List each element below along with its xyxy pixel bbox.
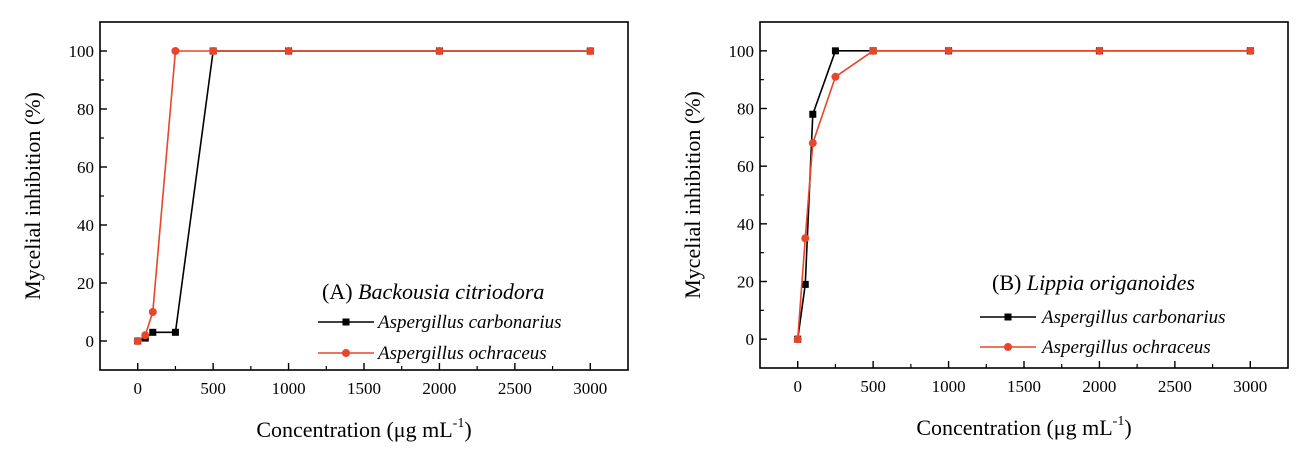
data-point-ochraceus <box>1246 46 1255 55</box>
x-tick-label: 2500 <box>1158 377 1192 396</box>
data-point-carbonarius <box>809 110 817 118</box>
y-tick-label: 40 <box>77 216 94 235</box>
x-tick-label: 2500 <box>498 379 532 398</box>
data-point-ochraceus <box>586 47 595 55</box>
x-tick-label: 0 <box>133 379 142 398</box>
x-tick-label: 1000 <box>272 379 306 398</box>
panel-title: (A) Backousia citriodora <box>322 279 544 304</box>
series-line-carbonarius <box>796 50 1251 340</box>
data-point-carbonarius <box>171 328 179 336</box>
x-axis-title-end: ) <box>464 417 471 442</box>
y-tick-label: 100 <box>69 42 95 61</box>
x-tick-label: 1000 <box>932 377 966 396</box>
x-axis-title-sup: -1 <box>453 416 465 431</box>
y-tick-label: 100 <box>729 42 755 61</box>
data-point-ochraceus <box>209 47 218 55</box>
panel-title: (B) Lippia origanoides <box>992 270 1195 295</box>
data-point-ochraceus <box>793 335 802 344</box>
series-line-ochraceus <box>137 50 591 342</box>
x-tick-label: 1500 <box>1007 377 1041 396</box>
legend-label: Aspergillus ochraceus <box>1040 337 1211 358</box>
x-tick-label: 2000 <box>422 379 456 398</box>
y-tick-label: 20 <box>77 274 94 293</box>
y-axis-title: Mycelial inhibition (%) <box>680 91 705 299</box>
legend-marker-square <box>1004 313 1012 321</box>
data-point-ochraceus <box>435 47 444 55</box>
x-tick-label: 3000 <box>1233 377 1267 396</box>
data-point-ochraceus <box>808 139 817 148</box>
data-point-ochraceus <box>133 337 142 345</box>
panel-species: Lippia origanoides <box>1026 270 1195 295</box>
chart-panel-b: 0 500 1000 1500 2000 2500 3000 0 20 40 60 80 100 Myce… <box>680 21 1289 440</box>
y-tick-label: 40 <box>737 215 754 234</box>
y-tick-label: 20 <box>737 273 754 292</box>
data-point-ochraceus <box>148 308 157 316</box>
y-tick-label: 60 <box>737 157 754 176</box>
x-axis-title-main: Concentration (μg mL <box>256 417 452 442</box>
legend-label: Aspergillus ochraceus <box>376 343 547 364</box>
data-point-ochraceus <box>171 47 180 55</box>
panel-label: (A) <box>322 279 358 304</box>
x-tick-label: 0 <box>793 377 802 396</box>
panel-label: (B) <box>992 270 1027 295</box>
y-tick-label: 0 <box>86 332 95 351</box>
y-tick-label: 80 <box>737 100 754 119</box>
x-tick-label: 500 <box>200 379 226 398</box>
data-point-carbonarius <box>801 280 809 288</box>
legend-marker-square <box>342 318 350 326</box>
data-point-ochraceus <box>284 47 293 55</box>
data-point-ochraceus <box>1095 46 1104 55</box>
data-point-carbonarius <box>831 47 839 55</box>
data-point-ochraceus <box>801 234 810 243</box>
data-point-carbonarius <box>149 328 157 336</box>
data-point-ochraceus <box>869 46 878 55</box>
y-axis-title: Mycelial inhibition (%) <box>20 92 45 300</box>
legend-label: Aspergillus carbonarius <box>376 312 562 333</box>
x-tick-label: 1500 <box>347 379 381 398</box>
legend-marker-circle <box>342 349 350 357</box>
x-axis-title: Concentration (μg mL-1) <box>256 416 471 442</box>
x-tick-label: 3000 <box>573 379 607 398</box>
chart-panel-a: 0 500 1000 1500 2000 2500 3000 0 20 40 60 80 100 Myce… <box>20 21 629 442</box>
legend-label: Aspergillus carbonarius <box>1040 307 1226 328</box>
x-axis-title-main: Concentration (μg mL <box>916 415 1112 440</box>
x-axis-title-end: ) <box>1124 415 1131 440</box>
x-axis-title: Concentration (μg mL-1) <box>916 414 1131 440</box>
y-tick-label: 80 <box>77 100 94 119</box>
legend-marker-circle <box>1004 343 1012 351</box>
x-axis-title-sup: -1 <box>1113 414 1125 429</box>
data-point-ochraceus <box>141 331 150 340</box>
x-tick-label: 500 <box>860 377 886 396</box>
data-point-ochraceus <box>944 46 953 55</box>
series-line-ochraceus <box>796 50 1251 340</box>
y-tick-label: 60 <box>77 158 94 177</box>
data-point-ochraceus <box>831 72 840 81</box>
x-tick-label: 2000 <box>1082 377 1116 396</box>
y-tick-label: 0 <box>746 330 755 349</box>
panel-species: Backousia citriodora <box>358 279 544 304</box>
